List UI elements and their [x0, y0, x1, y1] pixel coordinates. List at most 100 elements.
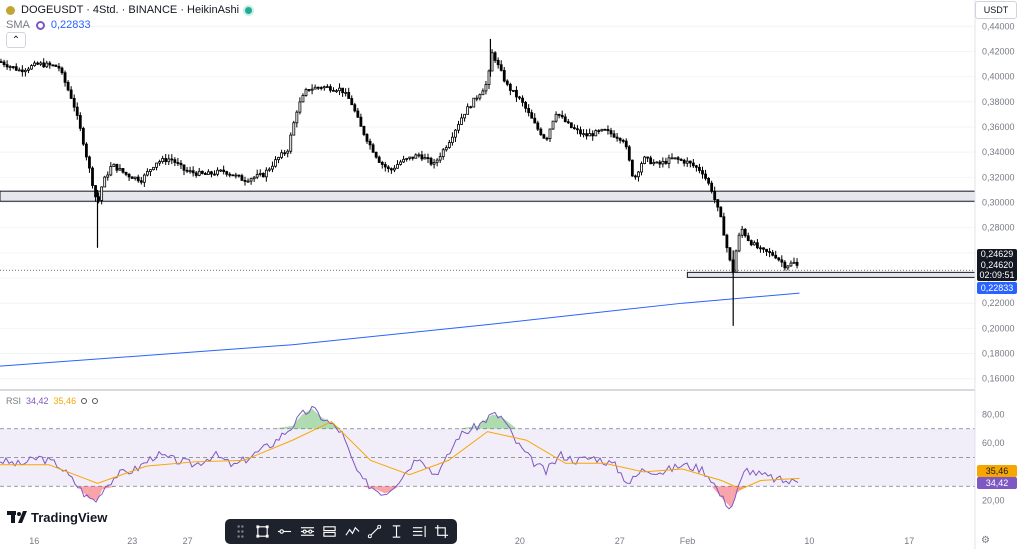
text-lines-icon[interactable]	[411, 523, 428, 540]
candle-body	[350, 98, 354, 106]
candle-body	[347, 92, 351, 99]
candle-body	[704, 173, 707, 179]
candle-body	[194, 172, 198, 176]
pattern-icon[interactable]	[344, 523, 361, 540]
trend-line-icon[interactable]	[366, 523, 383, 540]
candle-body	[740, 228, 744, 236]
price-tick-label: 0,28000	[982, 223, 1015, 233]
chevron-up-icon: ⌃	[11, 34, 21, 46]
candle-body	[502, 69, 506, 82]
candle-body	[295, 111, 299, 124]
rsi-label[interactable]: RSI	[6, 396, 22, 406]
sma-line	[0, 292, 800, 367]
candle-body	[359, 116, 363, 127]
candle-body	[752, 242, 756, 246]
candle-body	[588, 133, 592, 137]
crop-icon[interactable]	[433, 523, 450, 540]
symbol-title[interactable]: DOGEUSDT · 4Std. · BINANCE · HeikinAshi	[21, 4, 240, 16]
logo-text: TradingView	[31, 510, 108, 525]
price-measure-icon[interactable]	[388, 523, 405, 540]
sma-legend: SMA 0,22833	[6, 19, 91, 31]
candle-body	[749, 240, 753, 246]
sma-price-badge: 0,22833	[977, 282, 1017, 294]
candle-body	[408, 156, 412, 159]
candle-body	[365, 134, 369, 142]
sma-settings-icon[interactable]	[35, 20, 45, 30]
rsi-tick-label: 80,00	[982, 409, 1005, 419]
candle-body	[179, 162, 183, 166]
candle-body	[759, 247, 762, 250]
candle-body	[420, 154, 424, 160]
candle-body	[51, 64, 55, 67]
candle-body	[576, 128, 579, 131]
candle-body	[508, 83, 512, 91]
rsi-oversold-fill	[375, 486, 386, 494]
candle-body	[2, 61, 6, 66]
price-range-icon[interactable]	[321, 523, 338, 540]
candle-body	[429, 157, 433, 165]
candle-body	[246, 180, 250, 183]
horizontal-line-icon[interactable]	[276, 523, 293, 540]
candle-body	[487, 70, 491, 86]
candle-body	[447, 142, 451, 148]
candle-body	[615, 136, 619, 139]
time-tick-label: 17	[904, 536, 914, 546]
candle-body	[414, 154, 418, 159]
time-tick-label: 23	[127, 536, 137, 546]
rsi-overbought-fill	[312, 408, 322, 429]
candle-body	[582, 133, 585, 136]
price-tick-label: 0,30000	[982, 198, 1015, 208]
candle-body	[158, 161, 162, 164]
candle-body	[185, 169, 189, 172]
candle-body	[518, 96, 521, 99]
candle-body	[621, 139, 625, 142]
eye-icon[interactable]	[81, 398, 88, 404]
drag-handle-icon[interactable]	[232, 523, 249, 540]
candle-body	[524, 101, 527, 109]
candle-body	[792, 261, 796, 264]
candle-body	[118, 168, 122, 171]
currency-button[interactable]: USDT	[975, 1, 1017, 19]
candle-body	[624, 140, 628, 148]
candle-body	[310, 88, 314, 91]
price-tick-label: 0,40000	[982, 72, 1015, 82]
rsi-overbought-fill	[302, 408, 312, 429]
candle-body	[304, 89, 308, 96]
candle-body	[91, 167, 94, 186]
candle-body	[124, 171, 128, 175]
price-tick-label: 0,18000	[982, 349, 1015, 359]
candle-body	[261, 172, 265, 178]
candle-body	[737, 234, 741, 252]
candle-body	[630, 159, 634, 177]
settings-icon[interactable]	[92, 398, 99, 404]
symbol-legend: DOGEUSDT · 4Std. · BINANCE · HeikinAshi	[6, 4, 253, 16]
candle-body	[368, 140, 372, 146]
rsi-oversold-fill	[87, 486, 98, 501]
candle-body	[39, 62, 43, 65]
candle-body	[103, 176, 107, 188]
candle-body	[277, 157, 280, 161]
candle-body	[249, 178, 253, 182]
candle-body	[743, 228, 747, 237]
candle-body	[765, 248, 768, 252]
candle-body	[210, 171, 213, 175]
candle-body	[557, 113, 561, 116]
date-range-icon[interactable]	[299, 523, 316, 540]
candle-body	[152, 166, 155, 171]
collapse-legend-button[interactable]: ⌃	[6, 32, 26, 48]
candle-body	[69, 89, 73, 99]
tradingview-logo[interactable]: TradingView	[7, 510, 107, 525]
select-rectangle-icon[interactable]	[254, 523, 271, 540]
rsi-ma-value: 35,46	[53, 396, 77, 406]
candle-body	[164, 158, 168, 163]
candle-body	[200, 170, 204, 174]
candle-body	[618, 137, 622, 141]
chart-settings-icon[interactable]: ⚙	[981, 535, 990, 546]
candle-body	[142, 174, 146, 183]
candle-body	[527, 107, 531, 114]
candle-body	[612, 133, 616, 138]
candle-body	[396, 164, 399, 169]
candle-body	[484, 84, 488, 92]
sma-label[interactable]: SMA	[6, 19, 30, 31]
